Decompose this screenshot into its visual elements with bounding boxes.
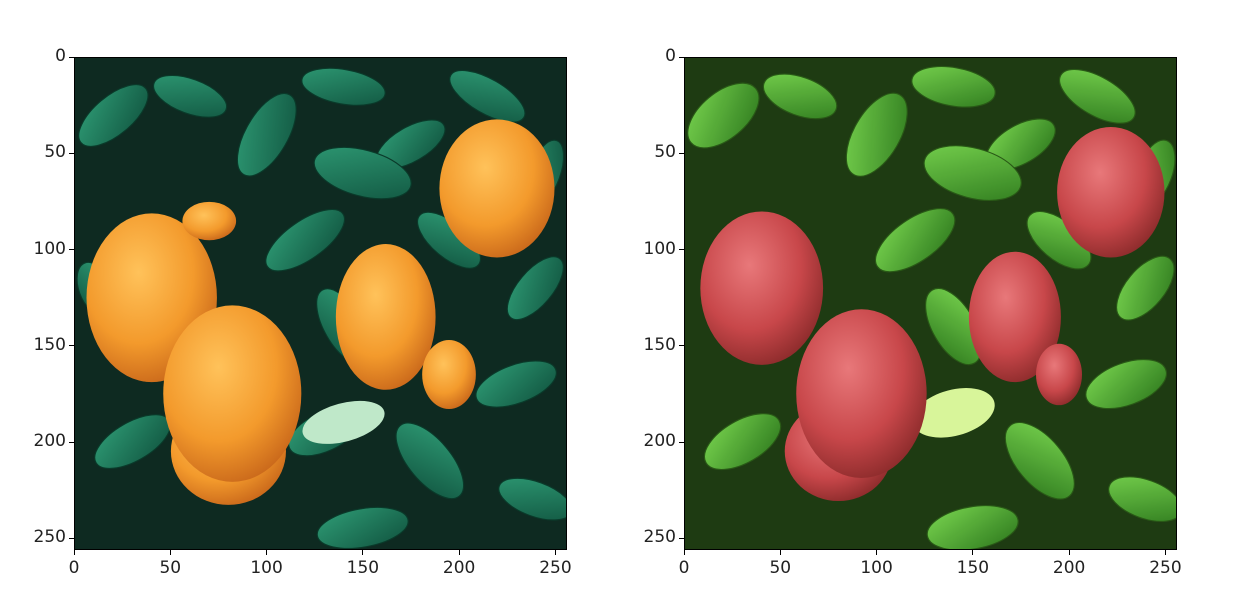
x-tick-mark xyxy=(1068,550,1070,555)
original-orange-photo xyxy=(75,58,566,549)
x-tick-label: 150 xyxy=(346,558,380,578)
y-tick-label: 150 xyxy=(643,334,676,355)
x-tick-label: 200 xyxy=(442,558,476,578)
x-tick-mark xyxy=(362,550,364,555)
y-tick-label: 50 xyxy=(654,142,676,163)
y-tick-label: 50 xyxy=(44,142,66,163)
y-tick-mark xyxy=(679,249,684,251)
y-tick-label: 200 xyxy=(33,431,66,452)
x-tick-label: 150 xyxy=(956,558,990,578)
x-tick-mark xyxy=(876,550,878,555)
x-tick-label: 50 xyxy=(769,558,792,578)
y-tick-mark xyxy=(679,537,684,539)
y-tick-label: 100 xyxy=(33,238,66,259)
y-tick-mark xyxy=(69,537,74,539)
y-tick-mark xyxy=(679,345,684,347)
y-tick-label: 250 xyxy=(643,527,676,548)
y-tick-label: 200 xyxy=(643,431,676,452)
y-tick-mark xyxy=(69,152,74,154)
x-tick-mark xyxy=(73,550,75,555)
translated-red-fruit-image xyxy=(685,58,1176,549)
y-tick-label: 0 xyxy=(55,46,66,66)
x-tick-label: 0 xyxy=(678,558,690,578)
translated-image-panel xyxy=(684,57,1177,550)
x-tick-mark xyxy=(266,550,268,555)
y-tick-mark xyxy=(69,249,74,251)
x-tick-label: 0 xyxy=(68,558,80,578)
original-image-panel xyxy=(74,57,567,550)
x-tick-label: 250 xyxy=(539,558,572,578)
x-tick-mark xyxy=(169,550,171,555)
x-tick-label: 100 xyxy=(250,558,283,578)
x-tick-label: 250 xyxy=(1149,558,1182,578)
x-tick-mark xyxy=(458,550,460,555)
y-tick-mark xyxy=(69,56,74,58)
y-tick-label: 100 xyxy=(643,238,676,259)
x-tick-mark xyxy=(554,550,556,555)
y-tick-label: 0 xyxy=(665,46,676,66)
y-tick-mark xyxy=(679,56,684,58)
x-tick-label: 100 xyxy=(860,558,893,578)
x-tick-mark xyxy=(683,550,685,555)
y-tick-mark xyxy=(679,441,684,443)
y-tick-mark xyxy=(69,345,74,347)
y-tick-label: 250 xyxy=(33,527,66,548)
x-tick-mark xyxy=(779,550,781,555)
y-tick-mark xyxy=(69,441,74,443)
x-tick-label: 50 xyxy=(159,558,182,578)
x-tick-mark xyxy=(972,550,974,555)
y-tick-label: 150 xyxy=(33,334,66,355)
x-tick-mark xyxy=(1164,550,1166,555)
y-tick-mark xyxy=(679,152,684,154)
x-tick-label: 200 xyxy=(1052,558,1086,578)
